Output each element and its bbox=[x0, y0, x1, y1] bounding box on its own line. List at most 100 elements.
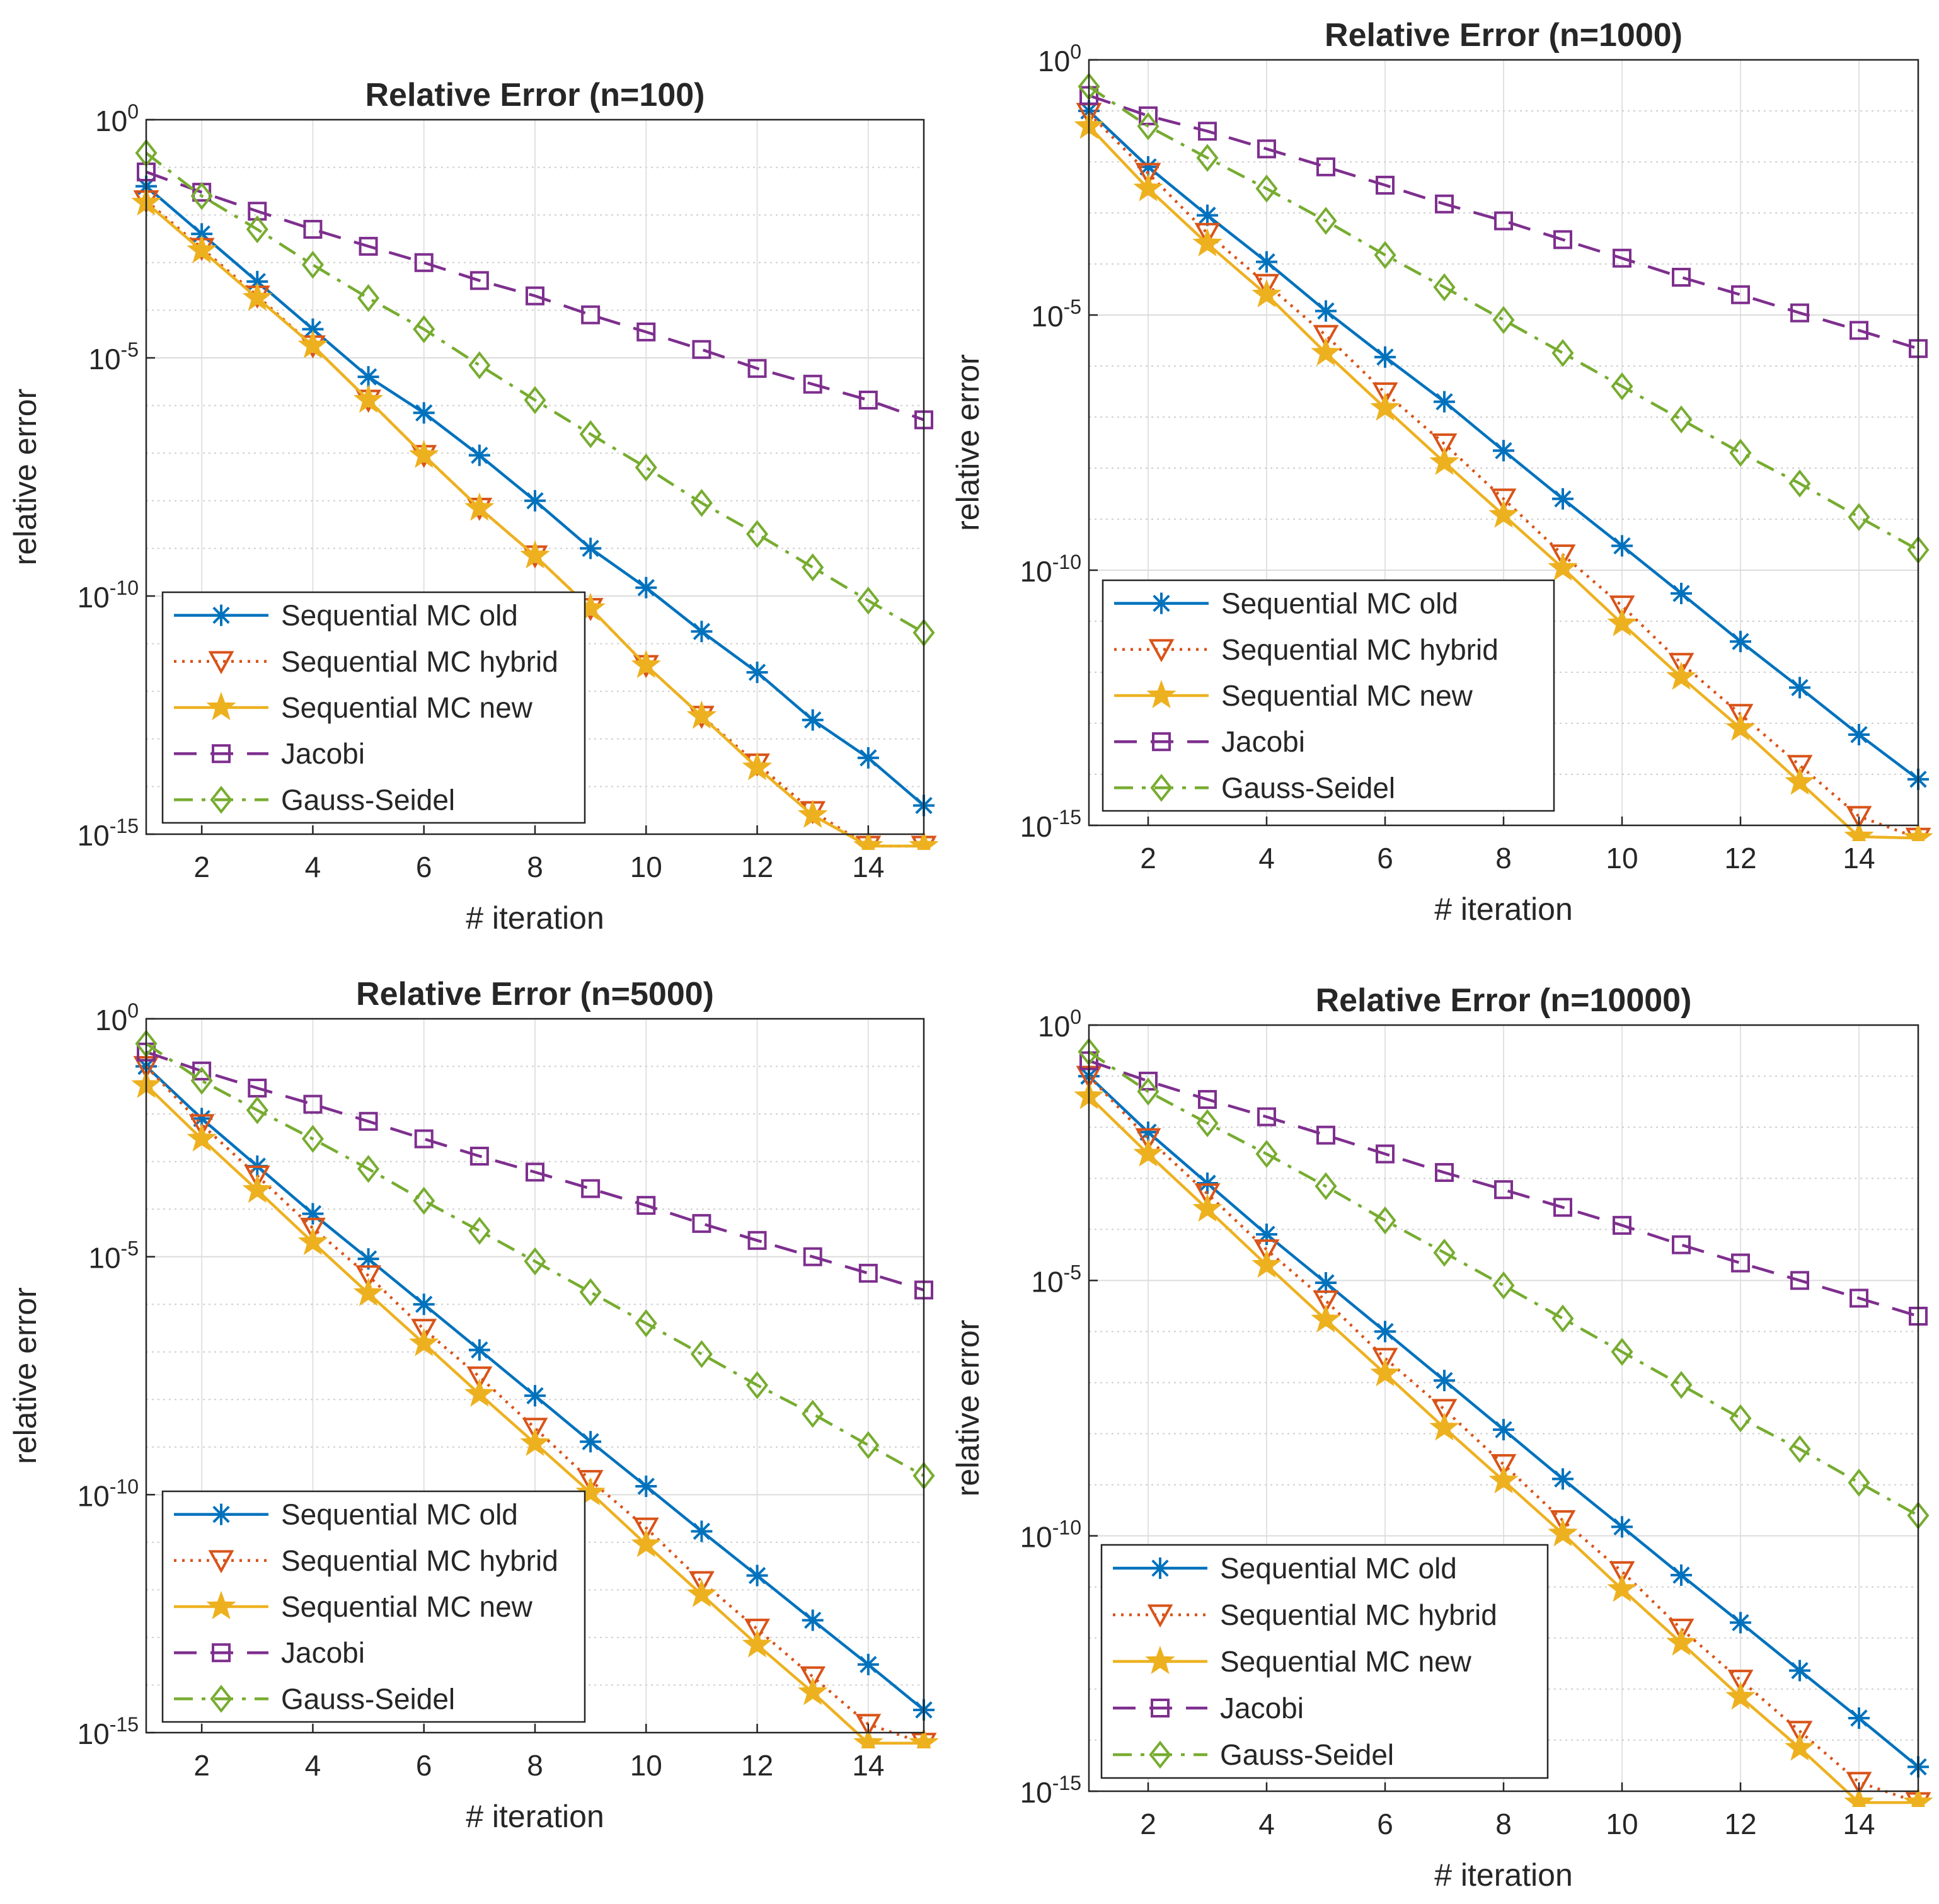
data-point bbox=[1609, 595, 1635, 619]
data-point bbox=[301, 251, 324, 279]
x-tick-label: 6 bbox=[1377, 842, 1393, 875]
data-point bbox=[248, 202, 267, 221]
legend-marker bbox=[1150, 774, 1173, 802]
data-point bbox=[1611, 1338, 1633, 1366]
data-point bbox=[692, 340, 711, 359]
data-point bbox=[357, 284, 380, 313]
data-point bbox=[1313, 1290, 1339, 1314]
data-point bbox=[1196, 1109, 1219, 1137]
data-point bbox=[1372, 1348, 1398, 1372]
data-point bbox=[1316, 157, 1335, 176]
data-point bbox=[1435, 194, 1454, 214]
data-point bbox=[1785, 766, 1815, 795]
data-point bbox=[1729, 1404, 1752, 1433]
data-point bbox=[246, 1096, 268, 1125]
data-point bbox=[853, 830, 883, 850]
x-tick-label: 14 bbox=[852, 851, 884, 883]
data-point bbox=[1903, 822, 1933, 841]
x-tick-label: 2 bbox=[193, 851, 210, 883]
data-point bbox=[1488, 499, 1519, 528]
legend-marker bbox=[1151, 592, 1172, 614]
chart-title: Relative Error (n=5000) bbox=[356, 976, 714, 1012]
data-point bbox=[359, 236, 378, 256]
data-point bbox=[1488, 1465, 1519, 1494]
data-point bbox=[1251, 278, 1282, 307]
data-point bbox=[524, 490, 546, 512]
data-point bbox=[686, 700, 717, 729]
legend-label: Gauss-Seidel bbox=[1220, 1738, 1394, 1771]
data-point bbox=[742, 752, 773, 781]
legend: Sequential MC old Sequential MC hybrid Seq… bbox=[1102, 579, 1555, 812]
data-point bbox=[244, 1165, 270, 1189]
series-line bbox=[1088, 112, 1919, 840]
data-point bbox=[1434, 391, 1455, 413]
x-tick-label: 8 bbox=[527, 851, 543, 883]
data-point bbox=[1553, 230, 1572, 249]
data-point bbox=[1139, 106, 1158, 125]
data-point bbox=[187, 234, 217, 263]
data-point bbox=[1846, 1772, 1872, 1795]
legend-marker bbox=[1145, 1646, 1175, 1675]
data-point bbox=[1670, 1370, 1693, 1399]
data-point bbox=[190, 1067, 213, 1095]
x-tick-label: 12 bbox=[1724, 1808, 1756, 1840]
data-point bbox=[1429, 446, 1459, 475]
legend-label: Sequential MC hybrid bbox=[1220, 1598, 1497, 1631]
legend-label: Sequential MC old bbox=[1220, 1552, 1457, 1585]
legend: Sequential MC old Sequential MC hybrid Seq… bbox=[161, 591, 586, 824]
data-point bbox=[857, 587, 880, 615]
data-point bbox=[691, 1520, 713, 1542]
data-point bbox=[1844, 821, 1874, 841]
data-point bbox=[1730, 1612, 1751, 1634]
data-point bbox=[1311, 1304, 1341, 1333]
data-point bbox=[1431, 1399, 1458, 1423]
data-point bbox=[524, 1247, 546, 1276]
y-tick-label: 100 bbox=[1038, 40, 1081, 77]
data-point bbox=[1435, 1162, 1454, 1182]
data-point bbox=[1551, 339, 1574, 367]
legend-marker bbox=[208, 1550, 234, 1574]
data-point bbox=[1611, 535, 1633, 557]
y-tick-label: 10-15 bbox=[1020, 806, 1081, 843]
data-point bbox=[526, 1162, 544, 1182]
data-point bbox=[413, 315, 435, 343]
data-point bbox=[1670, 405, 1693, 433]
data-point bbox=[1137, 1077, 1159, 1106]
data-point bbox=[1844, 1787, 1874, 1807]
data-point bbox=[1433, 1238, 1456, 1267]
data-point bbox=[1431, 433, 1458, 457]
data-point bbox=[468, 444, 490, 466]
data-point bbox=[413, 402, 435, 424]
data-point bbox=[190, 181, 213, 210]
data-point bbox=[800, 1666, 826, 1690]
data-point bbox=[1551, 1304, 1574, 1333]
chart-panel: 2 4 6 8 10 12 14 100 10-5 10-10 10-15 Relative Erro… bbox=[950, 982, 1933, 1893]
data-point bbox=[414, 253, 434, 272]
data-point bbox=[1311, 337, 1341, 366]
data-point bbox=[635, 576, 657, 599]
data-point bbox=[636, 322, 656, 341]
legend-label: Jacobi bbox=[1221, 725, 1305, 758]
series-line bbox=[146, 1050, 924, 1292]
data-point bbox=[581, 305, 601, 324]
data-point bbox=[579, 420, 602, 449]
legend-marker bbox=[1149, 1557, 1171, 1579]
data-point bbox=[1848, 1469, 1870, 1497]
data-point bbox=[1372, 382, 1398, 406]
data-point bbox=[187, 1123, 217, 1152]
y-tick-label: 10-15 bbox=[78, 1713, 139, 1750]
data-point bbox=[575, 1477, 606, 1506]
data-point bbox=[579, 1278, 602, 1307]
legend-marker bbox=[208, 651, 234, 675]
x-tick-label: 2 bbox=[193, 1749, 210, 1782]
y-tick-label: 100 bbox=[95, 999, 139, 1036]
data-point bbox=[1731, 285, 1750, 304]
data-point bbox=[1135, 1128, 1161, 1152]
data-point bbox=[1672, 1235, 1691, 1254]
data-point bbox=[635, 453, 657, 482]
x-tick-label: 8 bbox=[527, 1749, 543, 1782]
data-point bbox=[631, 650, 662, 679]
series-line bbox=[145, 152, 925, 634]
data-point bbox=[1494, 211, 1513, 231]
data-point bbox=[1255, 175, 1278, 203]
